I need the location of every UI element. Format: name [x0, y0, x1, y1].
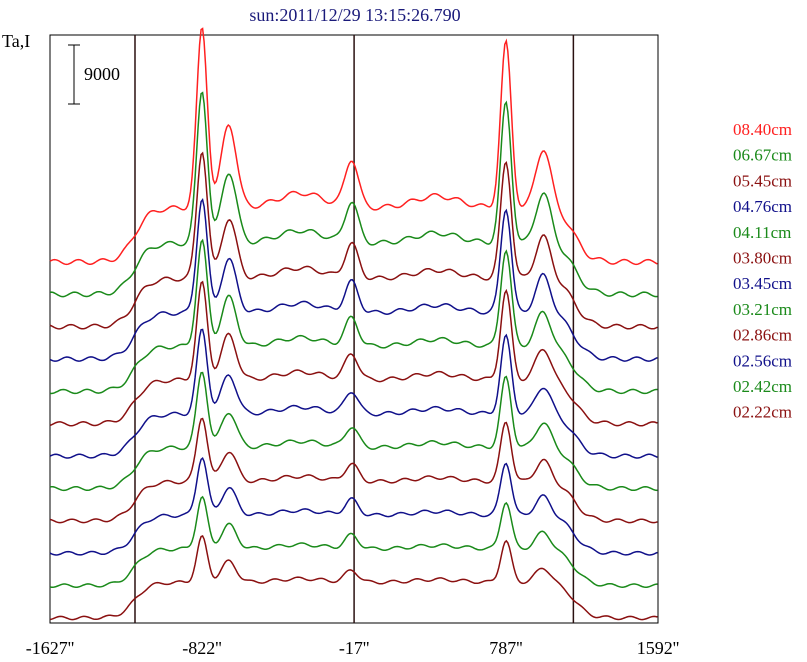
series-line-06.67cm — [49, 91, 658, 298]
series-line-02.56cm — [49, 457, 658, 556]
legend-item: 02.56cm — [733, 351, 792, 370]
legend-item: 03.21cm — [733, 300, 792, 319]
legend-item: 04.76cm — [733, 197, 792, 216]
legend-item: 05.45cm — [733, 171, 792, 190]
series-line-04.76cm — [49, 197, 658, 362]
legend-item: 08.40cm — [733, 120, 792, 139]
x-tick-label: -1627'' — [26, 638, 74, 658]
scale-bar — [68, 44, 80, 105]
legend-item: 04.11cm — [733, 223, 791, 242]
legend-item: 02.22cm — [733, 403, 792, 422]
legend-item: 02.86cm — [733, 326, 792, 345]
legend: 08.40cm 06.67cm 05.45cm 04.76cm 04.11cm 03.80… — [733, 120, 792, 422]
series-line-02.22cm — [49, 535, 658, 621]
series-line-05.45cm — [49, 151, 658, 330]
series-line-02.42cm — [49, 495, 658, 589]
series-line-03.80cm — [49, 280, 658, 427]
x-tick-label: -822'' — [182, 638, 221, 658]
series-line-08.40cm — [49, 27, 658, 266]
series-line-02.86cm — [49, 417, 658, 524]
series-layer — [49, 27, 658, 621]
legend-item: 03.80cm — [733, 249, 792, 268]
x-tick-labels: -1627'' -822'' -17'' 787'' 1592'' — [26, 638, 679, 658]
chart-title: sun:2011/12/29 13:15:26.790 — [249, 5, 460, 25]
series-line-03.21cm — [49, 371, 658, 492]
vertical-markers — [134, 35, 575, 623]
legend-item: 03.45cm — [733, 274, 792, 293]
series-line-04.11cm — [49, 238, 658, 395]
legend-item: 06.67cm — [733, 146, 792, 165]
x-tick-label: -17'' — [339, 638, 369, 658]
x-tick-label: 787'' — [489, 638, 523, 658]
scale-bar-label: 9000 — [84, 64, 120, 84]
y-axis-label: Ta,I — [2, 31, 30, 51]
series-line-03.45cm — [49, 328, 658, 459]
x-tick-label: 1592'' — [637, 638, 680, 658]
legend-item: 02.42cm — [733, 377, 792, 396]
